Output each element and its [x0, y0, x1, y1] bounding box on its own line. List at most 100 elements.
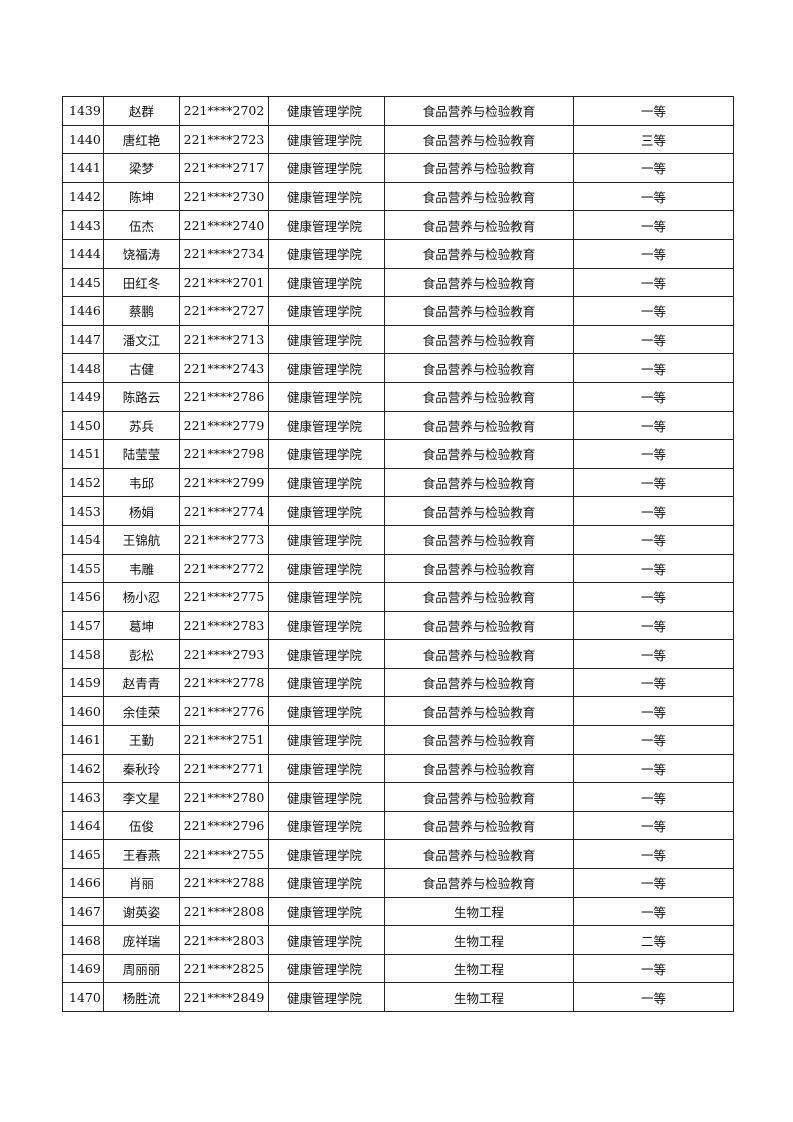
major-cell: 食品营养与检验教育	[384, 868, 574, 898]
college-cell: 健康管理学院	[268, 496, 385, 526]
table-row: 1466 肖丽 221****2788 健康管理学院 食品营养与检验教育 一等	[62, 868, 734, 898]
college-cell: 健康管理学院	[268, 782, 385, 812]
college-cell: 健康管理学院	[268, 610, 385, 641]
row-number-cell: 1439	[62, 96, 104, 126]
table-row: 1439 赵群 221****2702 健康管理学院 食品营养与检验教育 一等	[62, 96, 734, 126]
college-cell: 健康管理学院	[268, 982, 385, 1012]
table-row: 1440 唐红艳 221****2723 健康管理学院 食品营养与检验教育 三等	[62, 124, 734, 155]
row-number-cell: 1450	[62, 410, 104, 441]
table-row: 1467 谢英姿 221****2808 健康管理学院 生物工程 一等	[62, 896, 734, 927]
major-cell: 食品营养与检验教育	[384, 181, 574, 212]
student-name-cell: 梁梦	[103, 153, 180, 183]
table-row: 1463 李文星 221****2780 健康管理学院 食品营养与检验教育 一等	[62, 782, 734, 812]
table-row: 1453 杨娟 221****2774 健康管理学院 食品营养与检验教育 一等	[62, 496, 734, 526]
college-cell: 健康管理学院	[268, 639, 385, 669]
award-grade-cell: 一等	[573, 667, 734, 698]
college-cell: 健康管理学院	[268, 553, 385, 584]
student-id-cell: 221****2701	[179, 267, 269, 298]
major-cell: 食品营养与检验教育	[384, 553, 574, 584]
college-cell: 健康管理学院	[268, 725, 385, 755]
student-name-cell: 李文星	[103, 782, 180, 812]
student-id-cell: 221****2755	[179, 839, 269, 870]
student-id-cell: 221****2780	[179, 782, 269, 812]
award-grade-cell: 一等	[573, 553, 734, 584]
major-cell: 食品营养与检验教育	[384, 439, 574, 469]
major-cell: 食品营养与检验教育	[384, 667, 574, 698]
major-cell: 食品营养与检验教育	[384, 467, 574, 498]
student-name-cell: 蔡鹏	[103, 296, 180, 326]
major-cell: 食品营养与检验教育	[384, 381, 574, 412]
student-id-cell: 221****2751	[179, 725, 269, 755]
table-row: 1450 苏兵 221****2779 健康管理学院 食品营养与检验教育 一等	[62, 410, 734, 441]
student-name-cell: 庞祥瑞	[103, 925, 180, 955]
row-number-cell: 1444	[62, 238, 104, 269]
student-id-cell: 221****2796	[179, 810, 269, 841]
table-row: 1455 韦雕 221****2772 健康管理学院 食品营养与检验教育 一等	[62, 553, 734, 584]
award-grade-cell: 一等	[573, 582, 734, 612]
award-grade-cell: 一等	[573, 753, 734, 784]
major-cell: 生物工程	[384, 896, 574, 927]
student-name-cell: 古健	[103, 353, 180, 383]
major-cell: 食品营养与检验教育	[384, 153, 574, 183]
college-cell: 健康管理学院	[268, 953, 385, 984]
table-row: 1441 梁梦 221****2717 健康管理学院 食品营养与检验教育 一等	[62, 153, 734, 183]
row-number-cell: 1467	[62, 896, 104, 927]
student-name-cell: 苏兵	[103, 410, 180, 441]
student-name-cell: 韦邱	[103, 467, 180, 498]
student-id-cell: 221****2771	[179, 753, 269, 784]
college-cell: 健康管理学院	[268, 868, 385, 898]
table-row: 1460 余佳荣 221****2776 健康管理学院 食品营养与检验教育 一等	[62, 696, 734, 727]
row-number-cell: 1447	[62, 324, 104, 355]
row-number-cell: 1451	[62, 439, 104, 469]
award-grade-cell: 一等	[573, 467, 734, 498]
student-id-cell: 221****2727	[179, 296, 269, 326]
award-grade-cell: 一等	[573, 210, 734, 240]
award-grade-cell: 一等	[573, 982, 734, 1012]
award-grade-cell: 一等	[573, 238, 734, 269]
row-number-cell: 1445	[62, 267, 104, 298]
student-name-cell: 伍杰	[103, 210, 180, 240]
student-id-cell: 221****2740	[179, 210, 269, 240]
table-row: 1445 田红冬 221****2701 健康管理学院 食品营养与检验教育 一等	[62, 267, 734, 298]
student-id-cell: 221****2775	[179, 582, 269, 612]
student-id-cell: 221****2783	[179, 610, 269, 641]
award-table: 1439 赵群 221****2702 健康管理学院 食品营养与检验教育 一等 1440 唐红…	[62, 96, 734, 1012]
major-cell: 食品营养与检验教育	[384, 810, 574, 841]
row-number-cell: 1446	[62, 296, 104, 326]
college-cell: 健康管理学院	[268, 410, 385, 441]
student-name-cell: 秦秋玲	[103, 753, 180, 784]
major-cell: 食品营养与检验教育	[384, 725, 574, 755]
student-id-cell: 221****2798	[179, 439, 269, 469]
award-grade-cell: 一等	[573, 381, 734, 412]
student-name-cell: 王锦航	[103, 524, 180, 555]
major-cell: 食品营养与检验教育	[384, 353, 574, 383]
row-number-cell: 1468	[62, 925, 104, 955]
student-name-cell: 陈路云	[103, 381, 180, 412]
college-cell: 健康管理学院	[268, 810, 385, 841]
college-cell: 健康管理学院	[268, 896, 385, 927]
student-id-cell: 221****2774	[179, 496, 269, 526]
award-grade-cell: 一等	[573, 696, 734, 727]
table-row: 1443 伍杰 221****2740 健康管理学院 食品营养与检验教育 一等	[62, 210, 734, 240]
table-row: 1470 杨胜流 221****2849 健康管理学院 生物工程 一等	[62, 982, 734, 1012]
major-cell: 食品营养与检验教育	[384, 524, 574, 555]
student-name-cell: 王勤	[103, 725, 180, 755]
row-number-cell: 1455	[62, 553, 104, 584]
table-row: 1454 王锦航 221****2773 健康管理学院 食品营养与检验教育 一等	[62, 524, 734, 555]
award-grade-cell: 一等	[573, 524, 734, 555]
award-grade-cell: 一等	[573, 896, 734, 927]
award-grade-cell: 一等	[573, 439, 734, 469]
student-name-cell: 杨胜流	[103, 982, 180, 1012]
college-cell: 健康管理学院	[268, 667, 385, 698]
college-cell: 健康管理学院	[268, 524, 385, 555]
table-row: 1448 古健 221****2743 健康管理学院 食品营养与检验教育 一等	[62, 353, 734, 383]
student-id-cell: 221****2786	[179, 381, 269, 412]
award-grade-cell: 一等	[573, 324, 734, 355]
award-grade-cell: 一等	[573, 810, 734, 841]
student-id-cell: 221****2793	[179, 639, 269, 669]
row-number-cell: 1459	[62, 667, 104, 698]
student-name-cell: 潘文江	[103, 324, 180, 355]
college-cell: 健康管理学院	[268, 181, 385, 212]
major-cell: 食品营养与检验教育	[384, 696, 574, 727]
college-cell: 健康管理学院	[268, 238, 385, 269]
